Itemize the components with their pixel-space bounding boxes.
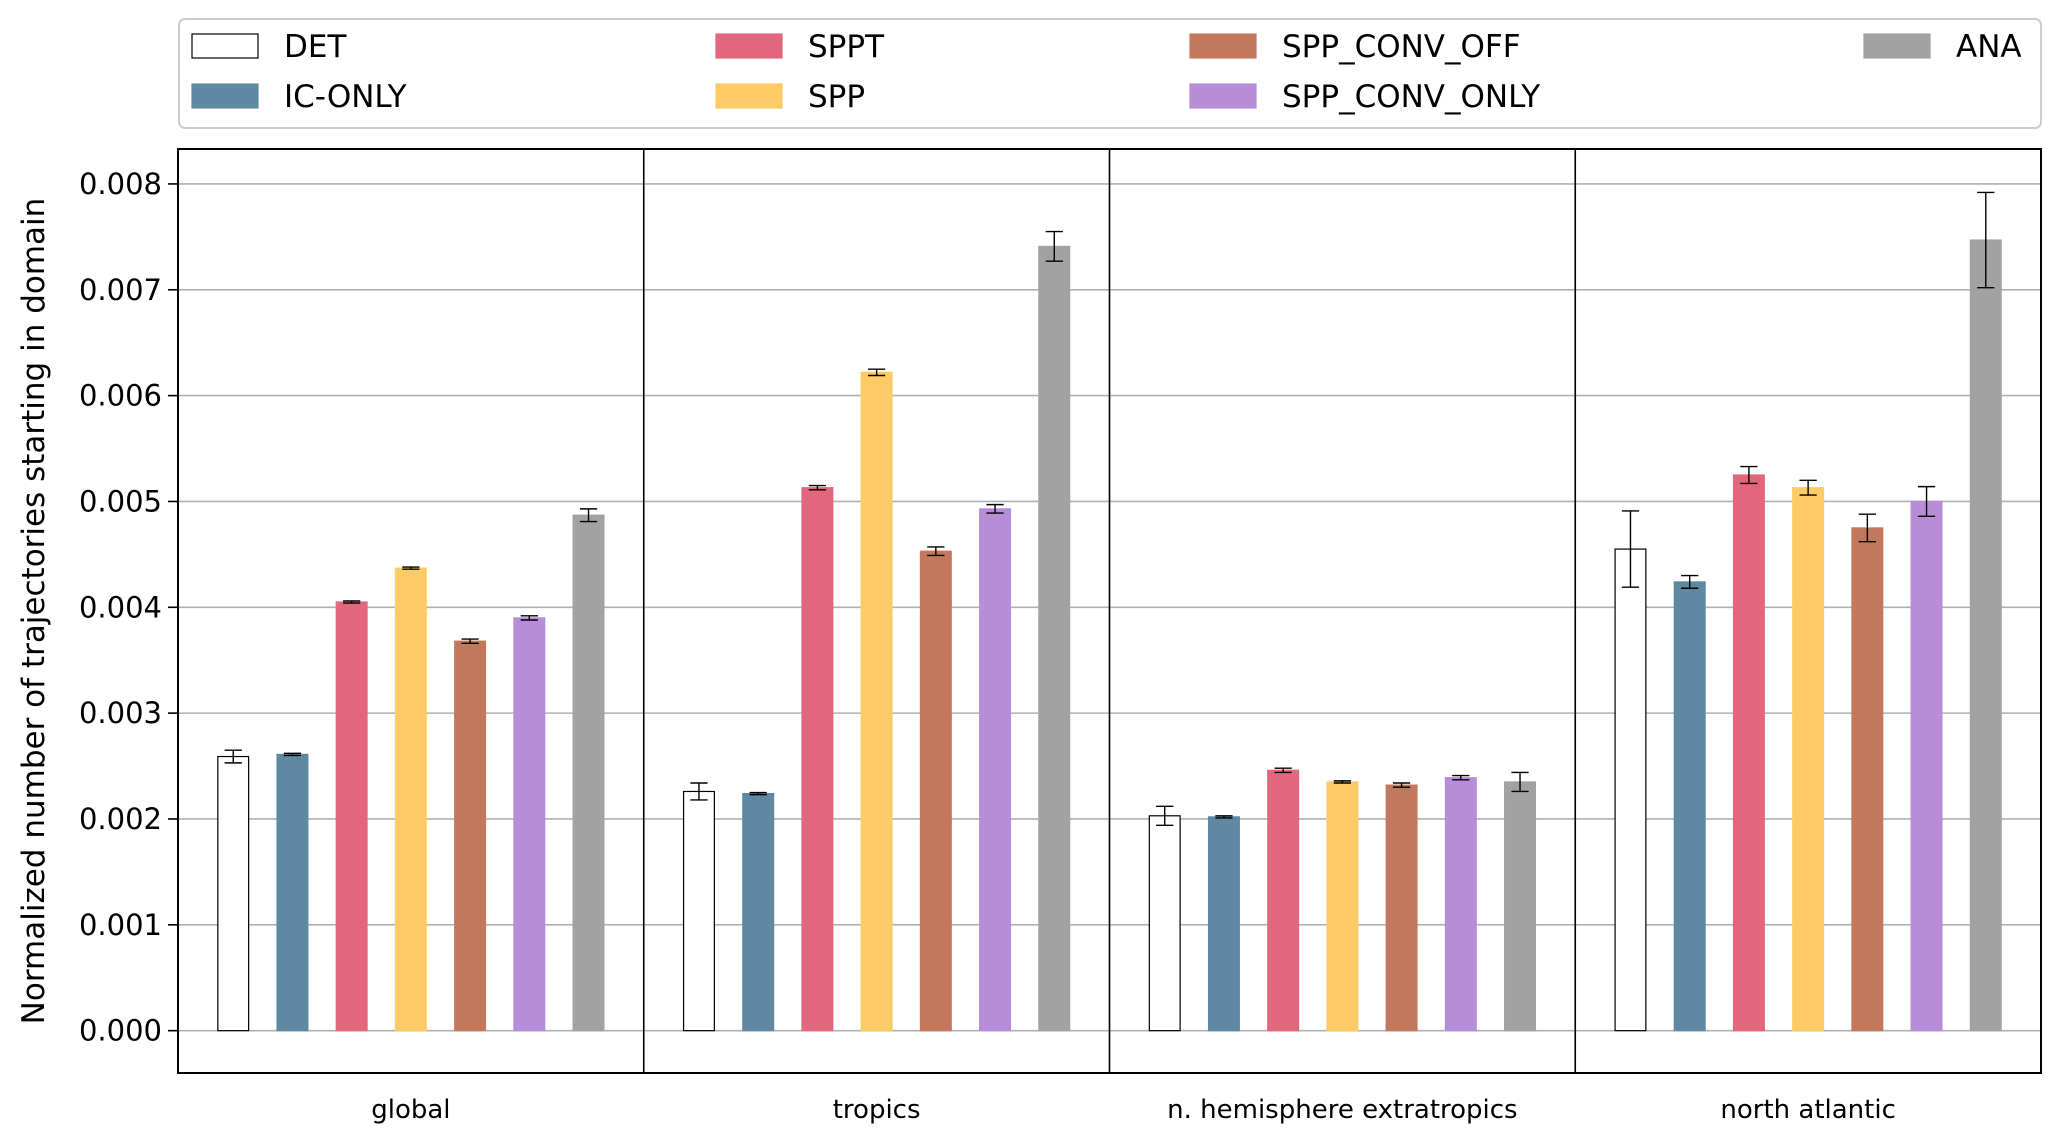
legend-label: SPP_CONV_OFF bbox=[1282, 29, 1521, 65]
legend-frame bbox=[178, 18, 2042, 129]
bar bbox=[1673, 581, 1706, 1032]
category-separators bbox=[642, 149, 1577, 1073]
bar bbox=[1851, 527, 1884, 1032]
y-tick-label: 0.006 bbox=[79, 379, 162, 413]
y-axis-ticks: 0.000 0.001 0.002 0.003 0.004 0.005 0.006 0.007… bbox=[79, 167, 178, 1048]
y-axis-title: Normalized number of trajectories starti… bbox=[16, 198, 52, 1025]
x-axis-category-labels: global tropics n. hemisphere extratropics n… bbox=[371, 1095, 1896, 1125]
bar bbox=[1910, 500, 1943, 1032]
bar bbox=[1614, 548, 1647, 1032]
bar bbox=[1504, 781, 1537, 1032]
legend-swatch bbox=[1189, 33, 1257, 59]
bar bbox=[801, 487, 834, 1032]
y-tick-label: 0.004 bbox=[79, 590, 162, 624]
bar bbox=[682, 790, 715, 1032]
bar bbox=[217, 755, 250, 1032]
bar bbox=[276, 753, 309, 1032]
legend-swatch bbox=[191, 83, 259, 109]
bar bbox=[1207, 816, 1240, 1032]
bar bbox=[742, 792, 775, 1032]
bar bbox=[1792, 487, 1825, 1032]
y-tick-label: 0.005 bbox=[79, 484, 162, 518]
bar bbox=[1267, 769, 1300, 1032]
bar bbox=[1148, 815, 1181, 1032]
y-tick-label: 0.007 bbox=[79, 273, 162, 307]
legend-label: DET bbox=[284, 29, 347, 65]
y-tick-label: 0.001 bbox=[79, 908, 162, 942]
x-category-label: tropics bbox=[833, 1095, 921, 1125]
bar bbox=[1732, 474, 1765, 1032]
plot-frame bbox=[177, 148, 2042, 1074]
legend-label: SPP bbox=[808, 79, 865, 115]
bar bbox=[335, 601, 368, 1032]
legend-label: IC-ONLY bbox=[284, 79, 407, 115]
bar bbox=[860, 371, 893, 1032]
bar bbox=[919, 550, 952, 1032]
bar bbox=[1038, 245, 1071, 1032]
legend-swatch bbox=[1863, 33, 1931, 59]
bar bbox=[1326, 781, 1359, 1032]
legend-swatch bbox=[1189, 83, 1257, 109]
bar bbox=[1385, 784, 1418, 1032]
bar bbox=[1444, 777, 1477, 1032]
y-tick-label: 0.002 bbox=[79, 802, 162, 836]
y-tick-label: 0.008 bbox=[79, 167, 162, 201]
legend-swatch bbox=[715, 83, 783, 109]
legend-swatch bbox=[191, 33, 259, 59]
x-category-label: n. hemisphere extratropics bbox=[1167, 1095, 1517, 1125]
x-category-label: north atlantic bbox=[1720, 1095, 1896, 1125]
x-category-label: global bbox=[371, 1095, 450, 1125]
bar bbox=[454, 640, 487, 1032]
legend: DET IC-ONLY SPPT SPP SPP_CONV_OFF SPP_CONV_ON… bbox=[178, 18, 2042, 129]
legend-label: ANA bbox=[1956, 29, 2022, 65]
bars bbox=[217, 239, 2002, 1032]
legend-label: SPP_CONV_ONLY bbox=[1282, 79, 1540, 115]
y-tick-label: 0.000 bbox=[79, 1014, 162, 1048]
error-bars bbox=[224, 191, 1995, 827]
bar bbox=[394, 567, 427, 1032]
bar bbox=[572, 514, 605, 1032]
bar bbox=[1969, 239, 2002, 1032]
bar bbox=[513, 617, 546, 1032]
bar bbox=[979, 508, 1012, 1032]
y-tick-label: 0.003 bbox=[79, 696, 162, 730]
legend-swatch bbox=[715, 33, 783, 59]
legend-label: SPPT bbox=[808, 29, 885, 65]
plot-area bbox=[177, 148, 2042, 1074]
